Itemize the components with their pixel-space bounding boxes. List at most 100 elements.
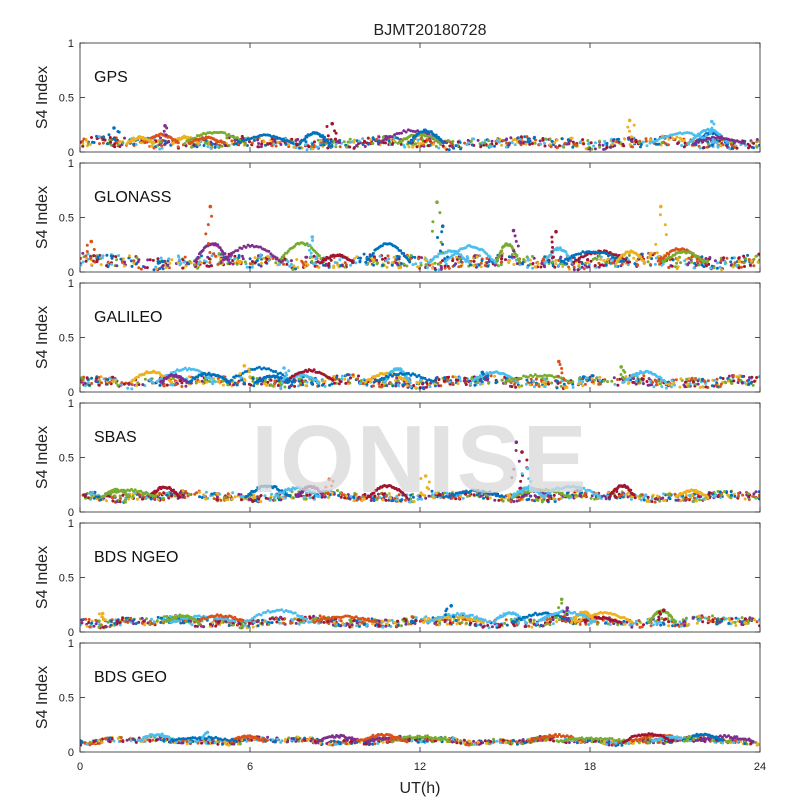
data-point xyxy=(381,257,384,261)
data-point xyxy=(404,498,407,502)
data-point xyxy=(414,386,417,390)
data-point xyxy=(371,251,375,255)
data-point xyxy=(256,380,260,384)
data-point xyxy=(108,138,112,142)
data-point xyxy=(121,493,125,497)
data-point xyxy=(478,254,482,258)
data-point xyxy=(386,375,390,379)
spike-point xyxy=(165,126,169,130)
data-point xyxy=(557,258,561,262)
data-point xyxy=(185,380,189,384)
data-point xyxy=(730,256,734,260)
data-point xyxy=(240,498,243,502)
data-point xyxy=(108,136,112,139)
y-tick-label: 1 xyxy=(68,278,74,290)
data-point xyxy=(550,381,554,385)
data-point xyxy=(99,375,103,379)
data-point xyxy=(650,497,654,501)
data-point xyxy=(405,384,409,388)
data-point xyxy=(534,377,538,381)
data-point xyxy=(287,145,291,149)
data-point xyxy=(508,379,511,383)
data-point xyxy=(278,371,282,375)
data-point xyxy=(431,266,434,270)
data-point xyxy=(121,141,125,145)
data-point xyxy=(103,138,107,142)
data-point xyxy=(758,495,760,498)
data-point xyxy=(381,139,385,143)
data-point xyxy=(116,143,120,146)
data-point xyxy=(92,254,96,258)
data-point xyxy=(264,367,268,371)
data-point xyxy=(204,490,208,494)
spike-point xyxy=(514,239,518,243)
data-point xyxy=(349,263,353,267)
data-point xyxy=(550,139,554,143)
data-point xyxy=(351,261,355,264)
data-point xyxy=(431,262,435,266)
data-point xyxy=(412,384,416,387)
data-point xyxy=(614,265,618,268)
spike-point xyxy=(248,375,252,379)
data-point xyxy=(571,380,575,384)
data-point xyxy=(152,146,156,150)
data-point xyxy=(698,385,702,389)
data-point xyxy=(337,494,341,497)
data-point xyxy=(673,383,676,387)
data-point xyxy=(344,263,348,267)
data-point xyxy=(740,265,744,269)
data-point xyxy=(183,255,187,259)
data-point xyxy=(660,136,664,140)
data-point xyxy=(491,258,495,262)
data-point xyxy=(650,500,654,503)
data-point xyxy=(267,367,271,371)
data-point xyxy=(454,262,458,266)
data-point xyxy=(539,265,543,269)
data-point xyxy=(86,381,90,384)
data-point xyxy=(294,142,298,146)
data-point xyxy=(501,252,505,255)
data-point xyxy=(638,381,642,385)
spike-point xyxy=(482,377,486,381)
data-point xyxy=(378,385,382,389)
data-point xyxy=(747,495,751,499)
data-point xyxy=(447,266,451,270)
data-point xyxy=(628,376,632,380)
data-point xyxy=(411,145,415,149)
data-point xyxy=(409,129,413,133)
data-point xyxy=(695,260,699,263)
data-point xyxy=(424,496,428,500)
data-point xyxy=(572,265,576,269)
data-point xyxy=(259,500,263,503)
data-point xyxy=(576,268,580,272)
data-point xyxy=(140,493,144,497)
data-point xyxy=(415,380,419,384)
data-point xyxy=(642,498,646,502)
data-point xyxy=(604,263,608,267)
data-point xyxy=(718,490,722,494)
spike-point xyxy=(710,119,714,124)
data-point xyxy=(352,499,356,503)
data-point xyxy=(655,494,659,498)
data-point xyxy=(454,497,458,501)
data-point xyxy=(710,140,714,144)
data-point xyxy=(363,145,367,148)
spike-point xyxy=(663,223,667,227)
data-point xyxy=(540,500,544,504)
data-point xyxy=(94,377,98,380)
spike-point xyxy=(310,235,315,239)
data-point xyxy=(395,257,399,261)
data-point xyxy=(81,139,84,143)
data-point xyxy=(729,260,733,264)
data-point xyxy=(381,492,385,496)
data-point xyxy=(753,379,756,383)
data-point xyxy=(352,138,356,142)
data-point xyxy=(392,255,396,259)
data-point xyxy=(592,144,596,148)
data-point xyxy=(137,266,141,270)
data-point xyxy=(627,136,631,140)
data-point xyxy=(306,263,310,267)
data-point xyxy=(598,375,602,379)
data-point xyxy=(729,263,733,267)
data-point xyxy=(445,491,449,495)
